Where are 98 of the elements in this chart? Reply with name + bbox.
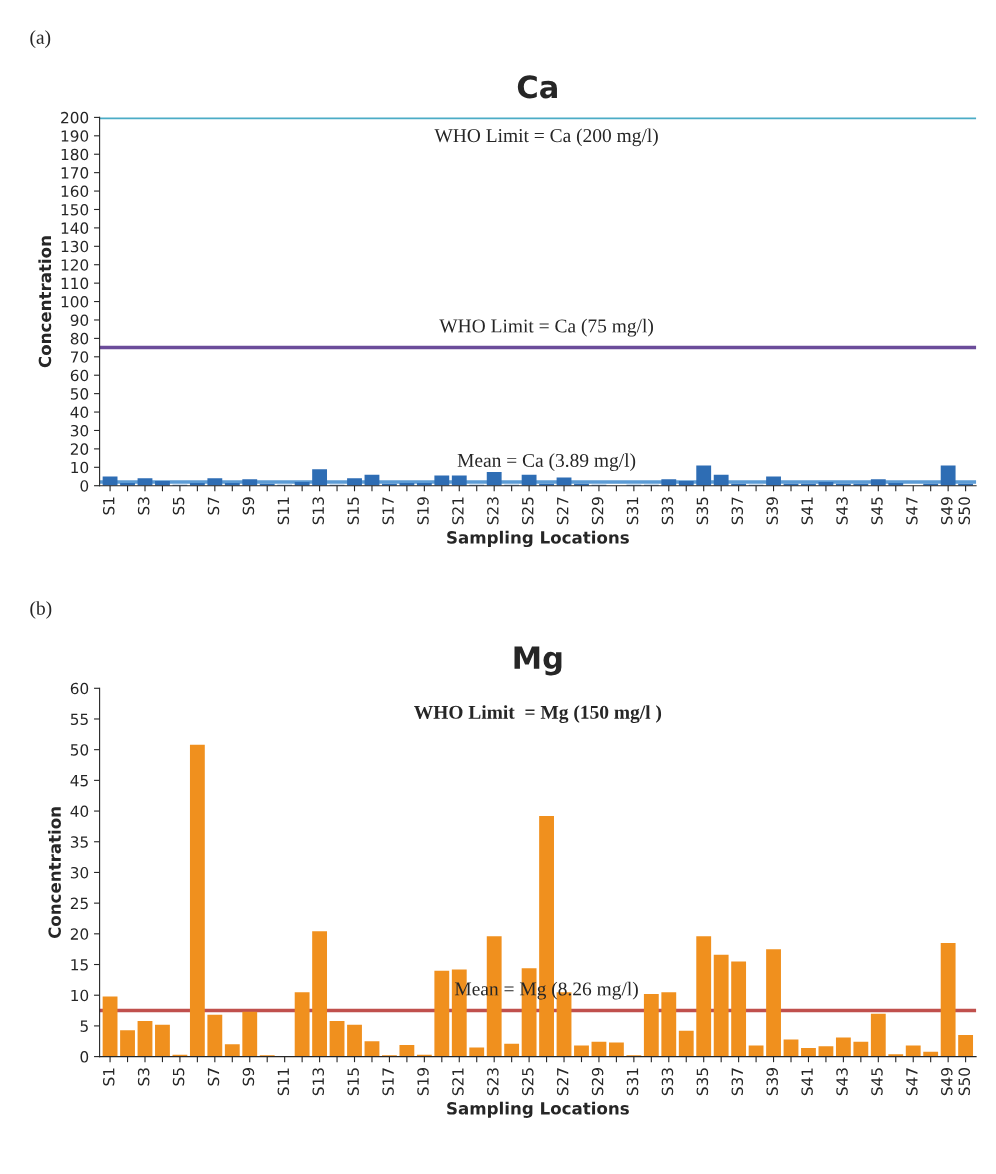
y-tick-label: 170 [61, 167, 89, 179]
x-tick-label: S39 [766, 497, 778, 525]
x-tick-label: S23 [487, 1068, 499, 1096]
y-tick-label: 40 [70, 805, 89, 818]
y-tick-label: 190 [61, 130, 89, 142]
x-tick-label: S19 [417, 1068, 429, 1096]
y-tick-label: 30 [70, 424, 89, 437]
annotation: WHO Limit = Mg (150 mg/l ) [414, 705, 662, 723]
x-tick-label: S47 [906, 1068, 918, 1096]
y-tick-label: 130 [61, 240, 89, 253]
x-tick-label: S33 [661, 497, 674, 525]
y-tick-label: 15 [71, 959, 88, 971]
text: (a) [30, 30, 51, 48]
ref-line-label: WHO Limit = Ca (200 mg/l) [434, 128, 658, 147]
x-tick-label: S11 [277, 1068, 290, 1096]
x-tick-label: S49 [941, 497, 953, 525]
x-tick-label: S9 [242, 497, 255, 515]
x-tick-label: S1 [102, 497, 115, 515]
x-tick-label: S29 [591, 1068, 604, 1096]
x-tick-label: S47 [906, 497, 918, 525]
x-tick-label: S5 [172, 1068, 185, 1086]
x-tick-label: S19 [417, 497, 429, 525]
ref-line-label: Mean = Ca (3.89 mg/l) [457, 453, 636, 471]
x-tick-label: S39 [766, 1068, 778, 1096]
y-tick-label: 0 [80, 1051, 89, 1063]
x-tick-label: S15 [347, 497, 359, 525]
y-tick-label: 20 [70, 928, 89, 940]
y-tick-label: 20 [70, 443, 89, 455]
x-tick-label: S27 [556, 1068, 569, 1096]
y-tick-label: 55 [70, 713, 88, 725]
y-tick-label: 0 [80, 480, 89, 492]
x-axis-title: Sampling Locations [447, 1101, 629, 1118]
y-tick-label: 25 [70, 897, 88, 910]
x-tick-label: S43 [836, 1068, 848, 1096]
x-tick-label: S21 [452, 497, 464, 525]
y-tick-label: 140 [61, 222, 89, 234]
chart-title: Mg [514, 646, 562, 676]
x-tick-label: S15 [347, 1068, 359, 1096]
x-tick-label: S17 [382, 1068, 394, 1096]
y-tick-label: 180 [61, 148, 89, 161]
y-tick-label: 10 [71, 461, 89, 474]
x-tick-label: S37 [731, 497, 744, 525]
x-tick-label: S37 [731, 1068, 744, 1096]
y-tick-label: 50 [70, 744, 89, 756]
ref-line-label: WHO Limit = Ca (75 mg/l) [439, 318, 653, 337]
y-tick-label: 60 [70, 369, 89, 382]
x-tick-label: S45 [871, 497, 883, 525]
x-tick-label: S49 [941, 1068, 953, 1096]
x-tick-label: S7 [207, 1068, 220, 1086]
x-tick-label: S21 [452, 1068, 464, 1096]
x-tick-label: S50 [958, 1068, 971, 1096]
x-tick-label: S45 [871, 1068, 883, 1096]
y-tick-label: 80 [70, 332, 89, 345]
y-tick-label: 150 [61, 203, 89, 216]
x-tick-label: S41 [801, 1068, 813, 1096]
y-tick-label: 110 [61, 277, 89, 290]
y-tick-label: 70 [71, 351, 89, 363]
x-axis-title: Sampling Locations [447, 530, 629, 548]
y-tick-label: 100 [61, 296, 89, 308]
x-tick-label: S35 [696, 497, 709, 525]
y-axis-title: Concentration [48, 807, 61, 939]
x-tick-label: S25 [521, 1068, 534, 1096]
x-tick-label: S11 [277, 497, 290, 525]
x-tick-label: S25 [521, 497, 534, 525]
y-tick-label: 200 [61, 111, 89, 124]
x-tick-label: S3 [137, 497, 150, 515]
x-tick-label: S17 [382, 497, 394, 525]
x-tick-label: S41 [801, 497, 813, 525]
text: (b) [30, 601, 52, 619]
y-tick-label: 160 [61, 185, 89, 198]
y-tick-label: 5 [80, 1020, 88, 1032]
x-tick-label: S50 [958, 497, 971, 525]
x-tick-label: S13 [312, 1068, 325, 1096]
x-tick-label: S5 [172, 497, 185, 515]
x-tick-label: S33 [661, 1068, 674, 1096]
x-tick-label: S29 [591, 497, 604, 525]
x-tick-label: S35 [696, 1068, 709, 1096]
y-tick-label: 60 [70, 682, 89, 695]
y-tick-label: 50 [70, 388, 89, 400]
x-tick-label: S13 [312, 497, 325, 525]
y-tick-label: 45 [70, 775, 88, 787]
x-tick-label: S23 [487, 497, 499, 525]
x-tick-label: S3 [137, 1068, 150, 1086]
x-tick-label: S9 [242, 1068, 255, 1086]
y-tick-label: 120 [61, 259, 89, 271]
x-tick-label: S7 [207, 497, 220, 515]
x-tick-label: S43 [836, 497, 848, 525]
y-tick-label: 30 [70, 866, 89, 879]
x-tick-label: S31 [626, 497, 639, 525]
x-tick-label: S31 [626, 1068, 639, 1096]
y-tick-label: 10 [71, 989, 89, 1002]
y-tick-label: 90 [70, 314, 89, 326]
y-tick-label: 40 [70, 406, 89, 419]
x-tick-label: S27 [556, 497, 569, 525]
chart-title: Ca [517, 75, 557, 99]
x-tick-label: S1 [102, 1068, 115, 1086]
y-axis-title: Concentration [38, 236, 52, 368]
y-tick-label: 35 [70, 836, 88, 848]
